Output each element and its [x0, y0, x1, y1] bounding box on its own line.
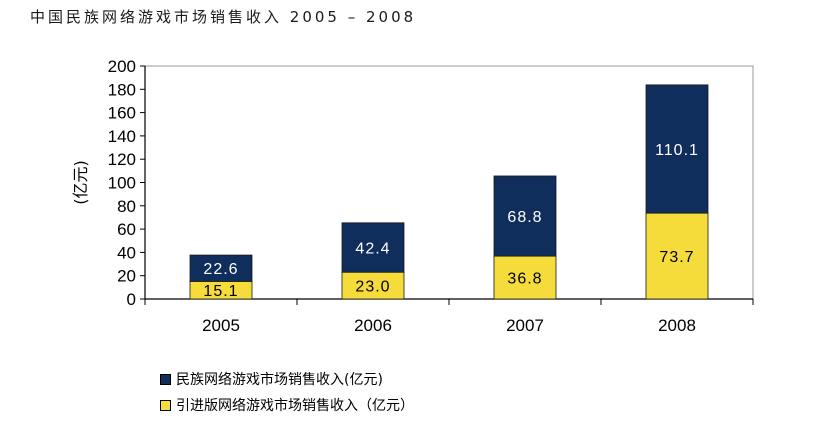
bar-value-label: 15.1: [203, 283, 238, 300]
y-tick-label: 40: [117, 243, 136, 262]
bar-value-label: 42.4: [355, 241, 390, 258]
y-tick-label: 180: [108, 80, 136, 99]
legend-swatch-domestic: [160, 373, 171, 385]
chart-legend: 民族网络游戏市场销售收入(亿元) 引进版网络游戏市场销售收入（亿元）: [160, 366, 414, 418]
y-tick-label: 120: [108, 150, 136, 169]
bar-segment: [645, 84, 709, 214]
y-tick-label: 100: [108, 174, 136, 193]
x-tick-label: 2005: [202, 316, 240, 335]
bar-segment: [341, 222, 405, 273]
stacked-bar-chart: 0 20 40 60 80 100 120 140 160 180 200 (亿元) 15.1 22.6 2…: [71, 57, 754, 335]
bar-value-label: 110.1: [655, 142, 699, 159]
y-tick-label: 80: [117, 197, 136, 216]
bar-segment: [493, 175, 557, 257]
x-tick-label: 2008: [658, 316, 696, 335]
bar-value-label: 36.8: [507, 271, 542, 288]
legend-item-imported: 引进版网络游戏市场销售收入（亿元）: [160, 392, 414, 418]
y-tick-label: 0: [127, 290, 136, 309]
bar-segment: [189, 254, 253, 282]
y-tick-label: 20: [117, 267, 136, 286]
bar-value-label: 23.0: [355, 279, 390, 296]
bar-segment: [341, 271, 405, 300]
bar-value-label: 22.6: [203, 261, 238, 278]
legend-item-domestic: 民族网络游戏市场销售收入(亿元): [160, 366, 414, 392]
legend-label-domestic: 民族网络游戏市场销售收入(亿元): [176, 372, 383, 388]
bar-value-label: 68.8: [507, 209, 542, 226]
bar-segment: [645, 212, 709, 300]
y-tick-label: 160: [108, 104, 136, 123]
legend-label-imported: 引进版网络游戏市场销售收入（亿元）: [176, 398, 414, 414]
y-tick-label: 200: [108, 57, 136, 76]
bar-value-label: 73.7: [659, 249, 694, 266]
y-tick-label: 60: [117, 220, 136, 239]
y-axis-label: (亿元): [71, 160, 90, 205]
chart-title: 中国民族网络游戏市场销售收入 2005 – 2008: [30, 8, 417, 26]
x-tick-label: 2006: [354, 316, 392, 335]
x-tick-label: 2007: [506, 316, 544, 335]
y-tick-label: 140: [108, 127, 136, 146]
legend-swatch-imported: [160, 399, 171, 411]
